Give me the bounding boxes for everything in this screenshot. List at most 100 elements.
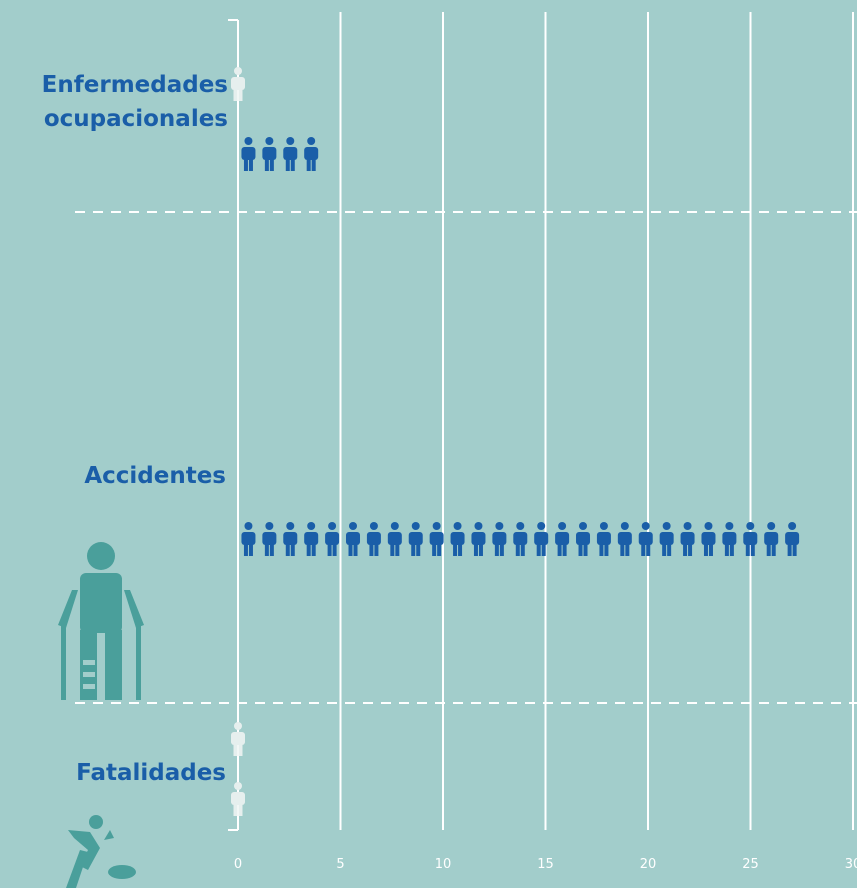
icon-leg xyxy=(478,542,483,556)
icon-body xyxy=(231,77,245,90)
icon-leg xyxy=(264,157,269,171)
icon-leg xyxy=(708,542,713,556)
icon-body xyxy=(262,147,277,160)
icon-body xyxy=(596,532,611,545)
icon-leg xyxy=(453,542,458,556)
icon-body xyxy=(743,532,758,545)
icon-body xyxy=(534,532,549,545)
person-icon xyxy=(231,782,245,816)
icon-head xyxy=(265,522,274,530)
icon-leg xyxy=(269,157,274,171)
icon-leg xyxy=(599,542,604,556)
category-label: Fatalidades xyxy=(76,760,226,786)
icon-head xyxy=(265,137,274,145)
x-tick-label: 25 xyxy=(742,857,759,872)
icon-body xyxy=(450,532,465,545)
person-icon xyxy=(241,522,256,556)
person-icon xyxy=(764,522,779,556)
person-icon xyxy=(555,522,570,556)
person-icon xyxy=(304,137,319,171)
icon-head xyxy=(537,522,546,530)
icon-leg xyxy=(353,542,358,556)
icon-leg xyxy=(311,157,316,171)
x-tick-label: 15 xyxy=(537,857,554,872)
icon-leg xyxy=(792,542,797,556)
icon-leg xyxy=(703,542,708,556)
icon-body xyxy=(304,147,319,160)
icon-leg xyxy=(771,542,776,556)
icon-body xyxy=(387,532,402,545)
person-icon xyxy=(492,522,507,556)
icon-head xyxy=(234,782,242,790)
icon-row xyxy=(241,522,800,556)
icon-leg xyxy=(285,157,290,171)
icon-body xyxy=(231,792,245,805)
person-icon xyxy=(596,522,611,556)
icon-leg xyxy=(311,542,316,556)
icon-body xyxy=(576,532,591,545)
icon-body xyxy=(492,532,507,545)
category-label: Accidentes xyxy=(84,463,226,489)
person-icon xyxy=(680,522,695,556)
person-icon xyxy=(743,522,758,556)
icon-leg xyxy=(536,542,541,556)
person-icon xyxy=(534,522,549,556)
icon-leg xyxy=(583,542,588,556)
icon-body xyxy=(555,532,570,545)
icon-head xyxy=(746,522,755,530)
icon-body xyxy=(304,532,319,545)
icon-body xyxy=(283,147,298,160)
icon-head xyxy=(683,522,692,530)
crutch-person-icon xyxy=(58,542,144,700)
icon-leg xyxy=(306,542,311,556)
icon-leg xyxy=(557,542,562,556)
icon-head xyxy=(432,522,441,530)
icon-leg xyxy=(348,542,353,556)
icon-leg xyxy=(787,542,792,556)
icon-body xyxy=(262,532,277,545)
icon-leg xyxy=(290,157,295,171)
icon-body xyxy=(346,532,361,545)
icon-leg xyxy=(683,542,688,556)
icon-leg xyxy=(374,542,379,556)
icon-leg xyxy=(238,742,243,756)
icon-leg xyxy=(562,542,567,556)
icon-leg xyxy=(494,542,499,556)
x-tick-label: 5 xyxy=(336,857,344,872)
icon-leg xyxy=(520,542,525,556)
icon-leg xyxy=(233,742,238,756)
category-label: Enfermedades ocupacionales xyxy=(42,72,228,132)
icon-body xyxy=(513,532,528,545)
person-icon xyxy=(262,137,277,171)
icon-head xyxy=(516,522,525,530)
icon-leg xyxy=(248,542,253,556)
person-icon xyxy=(576,522,591,556)
icon-head xyxy=(620,522,629,530)
icon-body xyxy=(701,532,716,545)
icon-body xyxy=(408,532,423,545)
person-icon xyxy=(722,522,737,556)
icon-leg xyxy=(416,542,421,556)
person-icon xyxy=(346,522,361,556)
icon-head xyxy=(704,522,713,530)
icon-leg xyxy=(233,802,238,816)
icon-row xyxy=(241,137,319,171)
icon-leg xyxy=(238,87,243,101)
person-icon xyxy=(387,522,402,556)
icon-body xyxy=(680,532,695,545)
icon-head xyxy=(474,522,483,530)
icon-leg xyxy=(641,542,646,556)
icon-body xyxy=(283,532,298,545)
icon-head xyxy=(495,522,504,530)
icon-leg xyxy=(766,542,771,556)
person-icon xyxy=(617,522,632,556)
person-icon xyxy=(304,522,319,556)
icon-head xyxy=(558,522,567,530)
icon-body xyxy=(366,532,381,545)
icon-leg xyxy=(620,542,625,556)
icon-head xyxy=(286,137,295,145)
person-icon xyxy=(283,137,298,171)
person-icon xyxy=(429,522,444,556)
icon-leg xyxy=(724,542,729,556)
